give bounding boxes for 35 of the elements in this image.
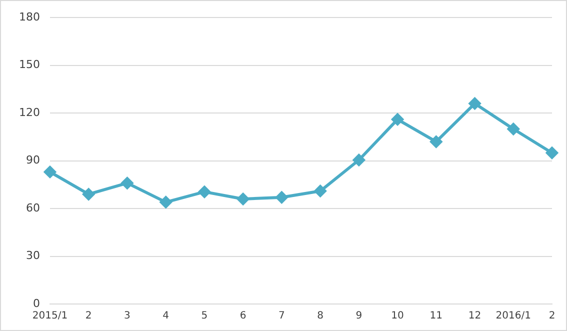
y-tick-label: 180 — [18, 10, 40, 24]
x-tick-label: 6 — [240, 310, 246, 322]
y-tick-label: 60 — [26, 201, 40, 214]
x-tick-label: 8 — [317, 310, 324, 322]
x-tick-label: 2 — [85, 310, 92, 322]
y-tick-label: 90 — [26, 154, 40, 167]
point — [44, 166, 56, 178]
x-tick-label: 9 — [356, 310, 362, 322]
y-tick-label: 120 — [18, 106, 40, 119]
x-tick-label: 4 — [162, 310, 170, 322]
y-tick-label: 30 — [26, 249, 40, 262]
point — [82, 188, 95, 200]
x-tick-label: 10 — [391, 310, 404, 322]
x-tick-label: 12 — [468, 310, 482, 322]
point — [198, 186, 210, 198]
point — [276, 191, 288, 204]
y-tick-label: 150 — [18, 58, 40, 72]
point — [430, 136, 442, 148]
x-tick-label: 2015/1 — [32, 310, 68, 322]
x-tick-label: 11 — [430, 310, 443, 322]
point — [546, 146, 558, 159]
x-tick-label: 7 — [278, 310, 285, 322]
point — [121, 177, 134, 190]
x-tick-label: 2016/1 — [496, 310, 531, 322]
point — [352, 154, 365, 166]
y-tick-label: 0 — [32, 296, 40, 310]
point — [160, 196, 172, 208]
point — [507, 122, 520, 135]
point — [468, 98, 481, 110]
point — [392, 113, 404, 126]
point — [237, 192, 250, 205]
x-tick-label: 3 — [124, 310, 130, 322]
x-tick-label: 2 — [548, 310, 556, 322]
point — [314, 185, 326, 198]
x-tick-label: 5 — [201, 310, 208, 322]
